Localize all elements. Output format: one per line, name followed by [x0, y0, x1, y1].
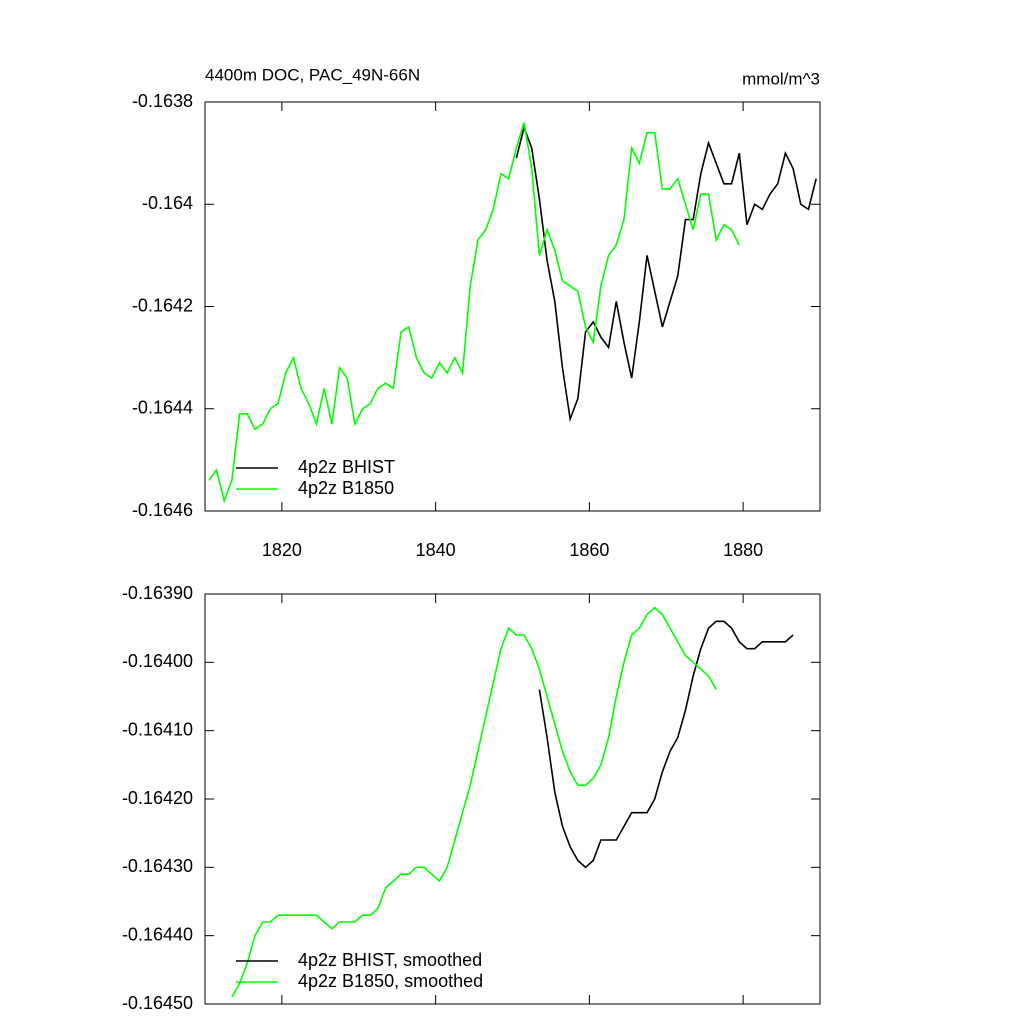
y-tick-label: -0.16440: [122, 924, 193, 944]
y-tick-label: -0.1642: [132, 295, 193, 315]
series-line: [231, 606, 717, 998]
y-tick-label: -0.16420: [122, 788, 193, 808]
y-tick-label: -0.1646: [132, 500, 193, 520]
plot-frame: [204, 593, 821, 1005]
x-tick-label: 1840: [416, 540, 456, 560]
x-tick-label: 1820: [262, 540, 302, 560]
y-tick-label: -0.16430: [122, 856, 193, 876]
chart-title: 4400m DOC, PAC_49N-66N: [205, 65, 420, 84]
units-label: mmol/m^3: [742, 69, 820, 88]
y-tick-label: -0.1638: [132, 91, 193, 111]
legend-label: 4p2z B1850, smoothed: [298, 971, 483, 991]
y-tick-label: -0.16390: [122, 583, 193, 603]
series-line: [515, 124, 817, 423]
legend-label: 4p2z BHIST, smoothed: [298, 950, 482, 970]
legend-label: 4p2z B1850: [298, 478, 394, 498]
x-tick-label: 1880: [723, 540, 763, 560]
series-line: [208, 122, 740, 504]
y-tick-label: -0.16400: [122, 651, 193, 671]
y-tick-label: -0.16410: [122, 719, 193, 739]
series-line: [538, 620, 794, 869]
x-tick-label: 1860: [569, 540, 609, 560]
legend-label: 4p2z BHIST: [298, 457, 395, 477]
y-tick-label: -0.164: [142, 193, 193, 213]
y-tick-label: -0.16450: [122, 993, 193, 1013]
y-tick-label: -0.1644: [132, 398, 193, 418]
